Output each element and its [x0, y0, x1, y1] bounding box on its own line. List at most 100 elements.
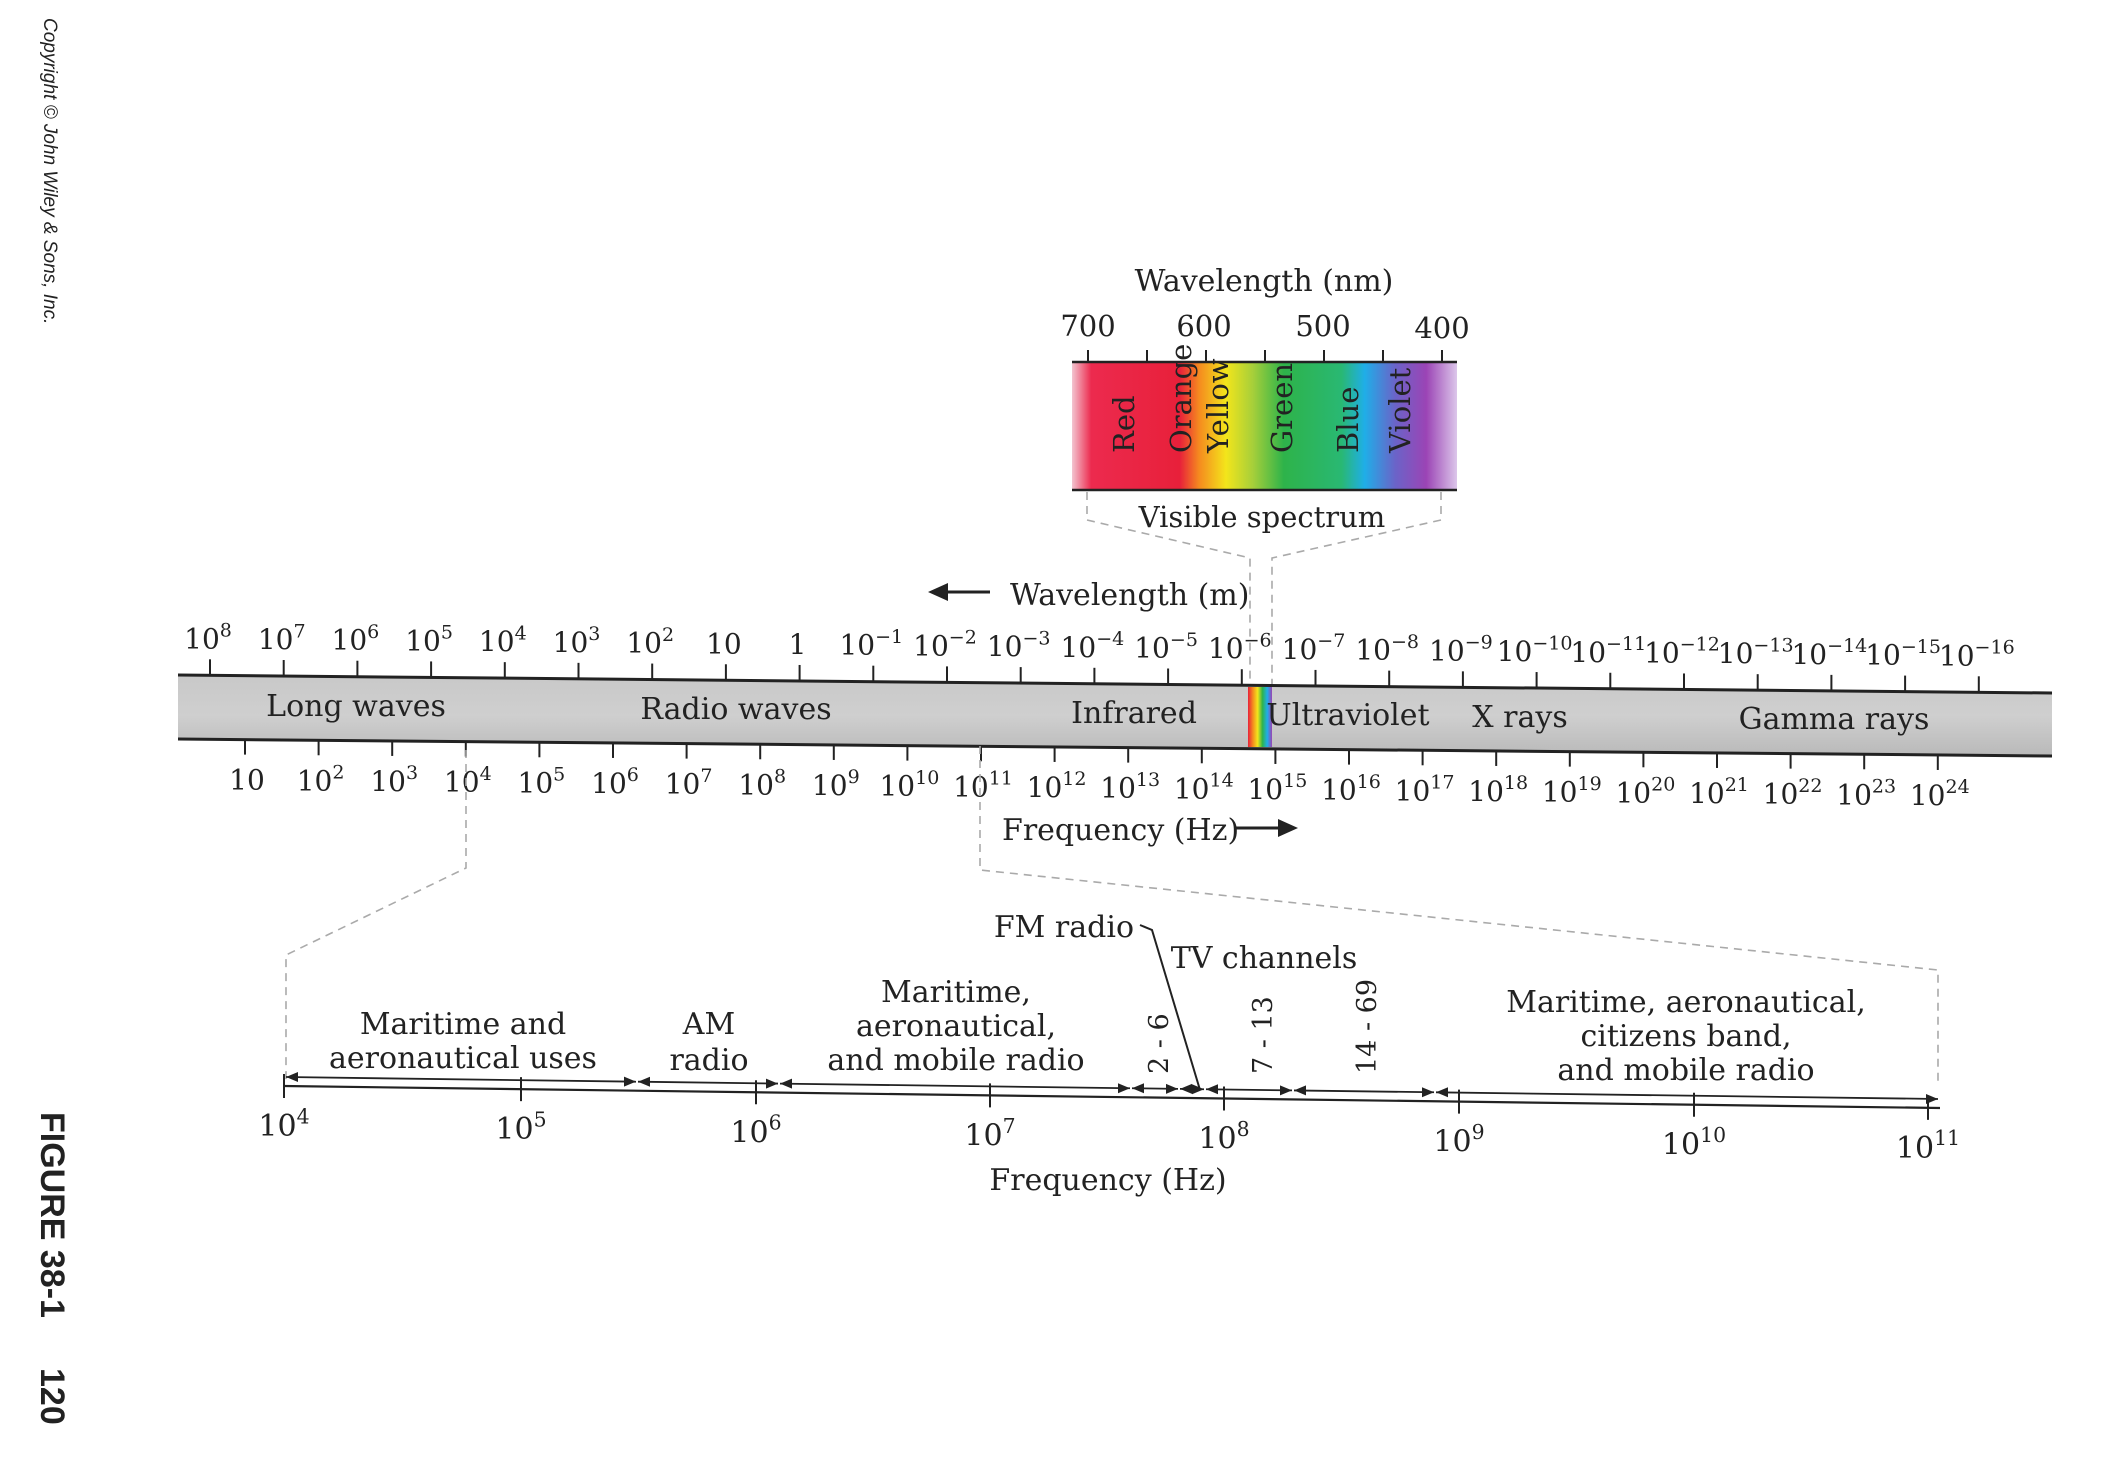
- label-maritime-mobile-2: aeronautical,: [856, 1009, 1056, 1044]
- radio-tick-label: 107: [964, 1114, 1015, 1154]
- wavelength-tick-label: 10−2: [913, 627, 977, 663]
- frequency-tick-label: 105: [518, 764, 566, 800]
- frequency-tick-label: 1015: [1247, 770, 1307, 806]
- frequency-tick-label: 1016: [1321, 771, 1381, 807]
- color-label-yellow: Yellow: [1201, 358, 1235, 454]
- range-arrow-head: [1436, 1087, 1448, 1098]
- wavelength-tick-label: 10: [706, 627, 742, 660]
- radio-callout-right: [979, 746, 1939, 1082]
- frequency-tick-label: 108: [738, 766, 786, 802]
- frequency-tick-label: 1019: [1542, 773, 1602, 809]
- range-arrow-head: [1280, 1085, 1292, 1096]
- band-bottom-edge: [177, 737, 2053, 758]
- band-label-ultraviolet: Ultraviolet: [1266, 698, 1429, 733]
- main-spectrum: Wavelength (m) 108 107 106 105 104 103 102 10 1 1…: [177, 578, 2053, 1082]
- band-label-gamma-rays: Gamma rays: [1739, 702, 1930, 737]
- frequency-tick-label: 103: [370, 762, 418, 798]
- wavelength-arrow-icon: [928, 583, 948, 601]
- frequency-tick-label: 1021: [1689, 774, 1749, 810]
- radio-axis-line: [283, 1084, 1941, 1110]
- wavelength-tick-label: 108: [184, 620, 232, 656]
- frequency-arrow-icon: [1278, 819, 1298, 837]
- band-label-infrared: Infrared: [1071, 696, 1197, 731]
- frequency-tick-label: 1022: [1763, 775, 1823, 811]
- frequency-tick-label: 109: [812, 766, 860, 802]
- color-label-green: Green: [1265, 363, 1299, 453]
- range-arrow-head: [766, 1078, 778, 1089]
- range-arrow: [1205, 1088, 1293, 1092]
- label-tv-channels: TV channels: [1171, 941, 1358, 976]
- label-maritime-cb-2: citizens band,: [1580, 1019, 1791, 1054]
- frequency-tick-label: 106: [591, 764, 639, 800]
- radio-detail: 104 105 106 107 108 109 1010 1011 Frequency (Hz…: [258, 910, 1960, 1198]
- range-arrow-head: [1192, 1084, 1204, 1095]
- radio-tick-label: 109: [1433, 1120, 1484, 1160]
- frequency-tick-label: 10: [229, 764, 265, 797]
- radio-callout-left: [285, 750, 467, 1082]
- visible-strip-in-band: [1248, 687, 1272, 747]
- range-arrow-head: [1180, 1083, 1192, 1094]
- label-maritime-mobile-3: and mobile radio: [827, 1043, 1084, 1078]
- visible-spectrum-inset: Wavelength (nm) 700 600 500 400 Red Orange Ye…: [1060, 264, 1470, 690]
- range-arrow-head: [1422, 1087, 1434, 1098]
- frequency-tick-label: 1013: [1100, 769, 1160, 805]
- band-top-edge: [177, 673, 2053, 695]
- frequency-tick-label: 1023: [1836, 776, 1896, 812]
- label-am-radio-1: AM: [682, 1007, 735, 1042]
- wavelength-tick-label: 10−7: [1282, 630, 1346, 666]
- wavelength-tick-label: 105: [405, 622, 453, 658]
- range-arrow-head: [1166, 1083, 1178, 1094]
- wavelength-tick-label: 10−13: [1718, 634, 1794, 670]
- wavelength-tick-label: 106: [332, 621, 380, 657]
- label-ch-7-13: 7 - 13: [1248, 996, 1279, 1074]
- label-ch-14-69: 14 - 69: [1352, 979, 1383, 1074]
- visible-spectrum-band: [1072, 362, 1457, 490]
- visible-caption: Visible spectrum: [1138, 500, 1386, 534]
- range-arrow-head: [1206, 1084, 1218, 1095]
- spectrum-band: [178, 675, 2052, 756]
- wavelength-tick-label: 10−11: [1570, 633, 1646, 669]
- band-label-long-waves: Long waves: [266, 689, 446, 724]
- visible-tick-label: 400: [1414, 311, 1469, 345]
- color-label-orange: Orange: [1164, 344, 1198, 453]
- wavelength-title: Wavelength (m): [1010, 578, 1249, 613]
- radio-tick-label: 1010: [1662, 1123, 1726, 1163]
- frequency-tick-label: 1010: [879, 767, 939, 803]
- radio-tick-label: 104: [258, 1104, 309, 1144]
- radio-tick-label: 108: [1198, 1117, 1249, 1157]
- label-am-radio-2: radio: [669, 1043, 748, 1078]
- range-arrow-head: [780, 1078, 792, 1089]
- band-label-x-rays: X rays: [1472, 700, 1567, 735]
- visible-tick-label: 600: [1176, 309, 1231, 343]
- label-ch-2-6: 2 - 6: [1144, 1013, 1175, 1074]
- wavelength-tick-label: 10−8: [1355, 631, 1419, 667]
- wavelength-tick-label: 103: [553, 623, 601, 659]
- visible-tick-label: 700: [1060, 309, 1115, 343]
- range-arrow-head: [1294, 1085, 1306, 1096]
- wavelength-tick-label: 10−10: [1497, 632, 1573, 668]
- range-arrow: [779, 1082, 1131, 1090]
- range-arrow-head: [638, 1076, 650, 1087]
- frequency-tick-label: 1020: [1615, 774, 1675, 810]
- frequency-tick-label: 1011: [953, 768, 1013, 804]
- range-arrow-head: [286, 1072, 298, 1083]
- range-arrow: [637, 1080, 779, 1085]
- frequency-tick-label: 1014: [1174, 770, 1234, 806]
- frequency-tick-label: 1012: [1027, 768, 1087, 804]
- frequency-tick-label: 1024: [1910, 776, 1970, 812]
- wavelength-tick-label: 10−9: [1429, 632, 1493, 668]
- frequency-title: Frequency (Hz): [1002, 813, 1239, 848]
- wavelength-tick-label: 10−16: [1939, 637, 2015, 673]
- radio-tick-label: 1011: [1896, 1126, 1960, 1166]
- visible-tick-label: 500: [1295, 309, 1350, 343]
- range-arrow-head: [1926, 1093, 1938, 1104]
- wavelength-tick-label: 10−1: [839, 626, 903, 662]
- range-arrow: [1293, 1089, 1435, 1094]
- frequency-tick-label: 107: [665, 765, 713, 801]
- band-label-radio-waves: Radio waves: [640, 692, 831, 727]
- radio-tick-label: 106: [730, 1111, 781, 1151]
- label-maritime-cb-1: Maritime, aeronautical,: [1506, 985, 1866, 1020]
- wavelength-tick-label: 104: [479, 622, 527, 658]
- range-arrow-head: [1132, 1083, 1144, 1094]
